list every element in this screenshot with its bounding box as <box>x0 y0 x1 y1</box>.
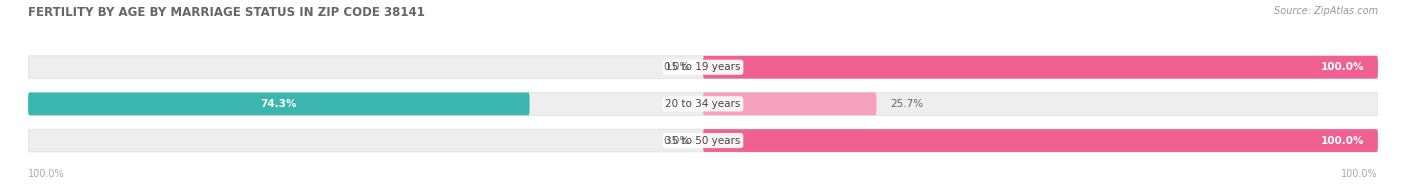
Text: 74.3%: 74.3% <box>260 99 297 109</box>
FancyBboxPatch shape <box>703 129 1378 152</box>
Text: 100.0%: 100.0% <box>28 169 65 179</box>
Text: 0.0%: 0.0% <box>664 136 689 146</box>
Text: Source: ZipAtlas.com: Source: ZipAtlas.com <box>1274 6 1378 16</box>
Text: 15 to 19 years: 15 to 19 years <box>665 62 741 72</box>
FancyBboxPatch shape <box>28 93 530 115</box>
FancyBboxPatch shape <box>703 93 876 115</box>
FancyBboxPatch shape <box>703 56 1378 79</box>
FancyBboxPatch shape <box>28 129 1378 152</box>
Text: 35 to 50 years: 35 to 50 years <box>665 136 741 146</box>
Text: 25.7%: 25.7% <box>890 99 924 109</box>
Text: 100.0%: 100.0% <box>1320 62 1364 72</box>
FancyBboxPatch shape <box>28 93 1378 115</box>
Text: 100.0%: 100.0% <box>1320 136 1364 146</box>
Text: 100.0%: 100.0% <box>1341 169 1378 179</box>
Text: 0.0%: 0.0% <box>664 62 689 72</box>
Text: FERTILITY BY AGE BY MARRIAGE STATUS IN ZIP CODE 38141: FERTILITY BY AGE BY MARRIAGE STATUS IN Z… <box>28 6 425 19</box>
Text: 20 to 34 years: 20 to 34 years <box>665 99 741 109</box>
FancyBboxPatch shape <box>28 56 1378 79</box>
